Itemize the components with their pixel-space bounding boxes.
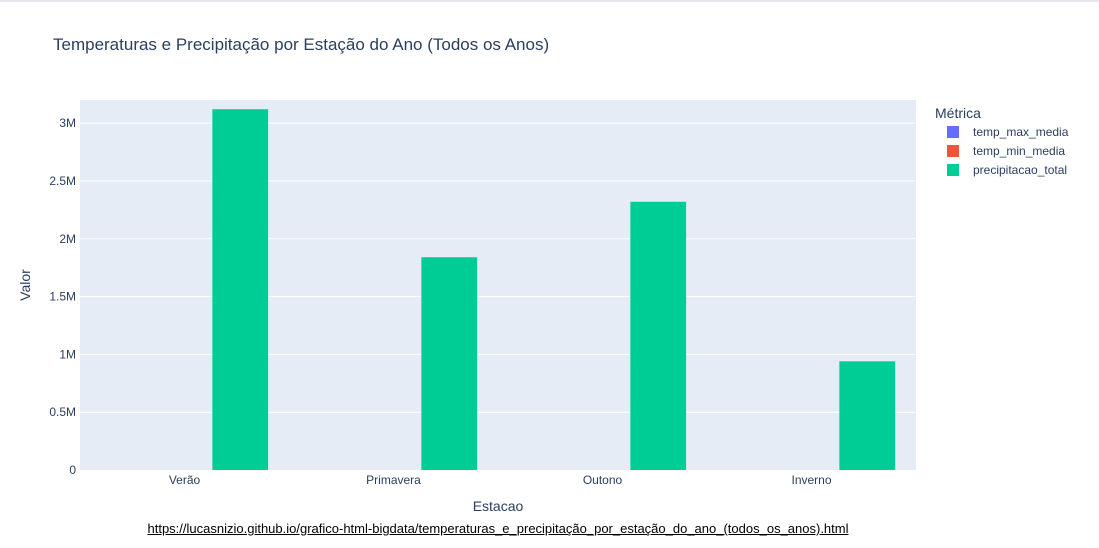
y-tick-label: 1M [59,347,76,361]
y-tick-label: 1.5M [49,290,76,304]
x-axis-title: Estacao [473,498,524,514]
y-axis-title: Valor [17,269,33,301]
x-axis-ticks: Verão Primavera Outono Inverno [169,473,832,487]
top-border [0,0,1099,2]
legend-item-label[interactable]: temp_max_media [973,125,1069,139]
source-url-link[interactable]: https://lucasnizio.github.io/grafico-htm… [147,521,849,536]
legend-title: Métrica [935,105,981,121]
y-tick-label: 2.5M [49,174,76,188]
y-axis-ticks: 0 0.5M 1M 1.5M 2M 2.5M 3M [49,116,76,477]
y-tick-label: 0.5M [49,405,76,419]
bar-precipitacao_total-0[interactable] [212,109,269,470]
x-tick-label: Primavera [366,473,421,487]
bars-layer [100,109,896,470]
y-tick-label: 3M [59,116,76,130]
legend-swatch[interactable] [947,164,959,176]
x-tick-label: Verão [169,473,201,487]
y-tick-label: 2M [59,232,76,246]
bar-precipitacao_total-2[interactable] [630,201,687,470]
legend-swatch[interactable] [947,126,959,138]
legend: Métrica temp_max_media temp_min_mediaprec… [935,105,1069,177]
chart-title: Temperaturas e Precipitação por Estação … [53,35,549,54]
legend-item-label[interactable]: temp_min_media [973,144,1065,158]
x-tick-label: Outono [583,473,623,487]
bar-precipitacao_total-1[interactable] [421,257,478,470]
y-tick-label: 0 [69,463,76,477]
bar-precipitacao_total-3[interactable] [839,361,896,470]
legend-swatch[interactable] [947,145,959,157]
seasonal-bar-chart: Temperaturas e Precipitação por Estação … [17,35,1069,514]
x-tick-label: Inverno [791,473,831,487]
legend-item-label[interactable]: precipitacao_total [973,163,1067,177]
plot-area [80,100,916,470]
